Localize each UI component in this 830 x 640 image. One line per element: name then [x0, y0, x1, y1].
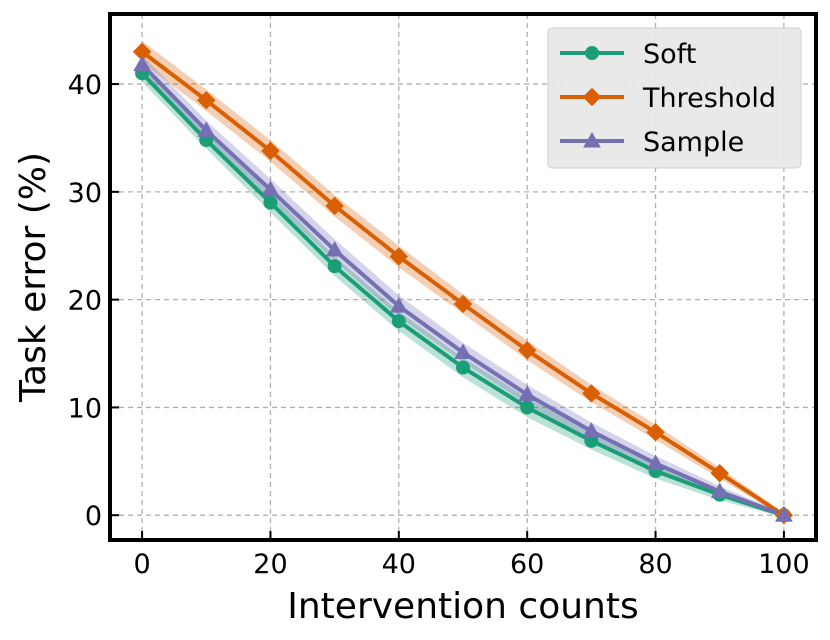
data-point-soft [263, 195, 278, 210]
data-point-sample [261, 180, 280, 197]
data-point-sample [325, 241, 344, 257]
data-point-threshold [582, 384, 601, 403]
data-point-threshold [710, 463, 729, 483]
y-tick-label: 20 [68, 286, 102, 317]
plot-frame [108, 12, 818, 542]
x-axis-title: Intervention counts [287, 586, 639, 627]
data-point-threshold [325, 196, 344, 216]
data-point-sample [389, 297, 408, 313]
y-tick-label: 40 [68, 70, 102, 101]
legend-label-sample: Sample [643, 127, 744, 158]
y-tick-label: 30 [68, 178, 102, 209]
x-tick-label: 100 [758, 549, 810, 580]
data-point-soft [456, 360, 470, 375]
data-point-threshold [646, 423, 665, 442]
data-point-sample [518, 385, 537, 401]
legend-marker-soft [585, 46, 599, 60]
data-point-soft [520, 400, 535, 415]
data-point-threshold [197, 91, 216, 110]
legend-marker-threshold [582, 87, 602, 107]
legend-marker-sample [583, 131, 601, 148]
x-tick-label: 40 [382, 549, 416, 580]
data-point-sample [775, 506, 793, 522]
legend-label-soft: Soft [643, 39, 696, 70]
axis-ticks: 0 20 40 60 80 100 0 10 20 30 40 [68, 70, 810, 580]
data-point-sample [454, 343, 472, 359]
data-point-sample [133, 55, 151, 72]
data-point-soft [391, 314, 406, 329]
data-point-soft [327, 259, 342, 274]
x-tick-label: 80 [638, 549, 672, 580]
x-tick-label: 60 [510, 549, 544, 580]
x-tick-label: 0 [133, 549, 150, 580]
legend: Soft Threshold Sample [547, 27, 802, 169]
data-point-threshold [453, 294, 473, 314]
data-point-sample [710, 482, 729, 498]
data-point-threshold [517, 341, 537, 360]
y-tick-label: 10 [68, 393, 102, 424]
data-point-sample [646, 454, 665, 470]
series-markers [132, 42, 794, 525]
y-tick-label: 0 [85, 501, 102, 532]
legend-box [547, 27, 802, 169]
legend-label-threshold: Threshold [642, 83, 776, 114]
data-point-sample [582, 422, 601, 438]
data-point-threshold [261, 141, 280, 161]
data-point-threshold [389, 247, 409, 266]
y-axis-title: Task error (%) [13, 152, 54, 403]
x-tick-label: 20 [253, 549, 287, 580]
data-point-sample [197, 121, 216, 137]
